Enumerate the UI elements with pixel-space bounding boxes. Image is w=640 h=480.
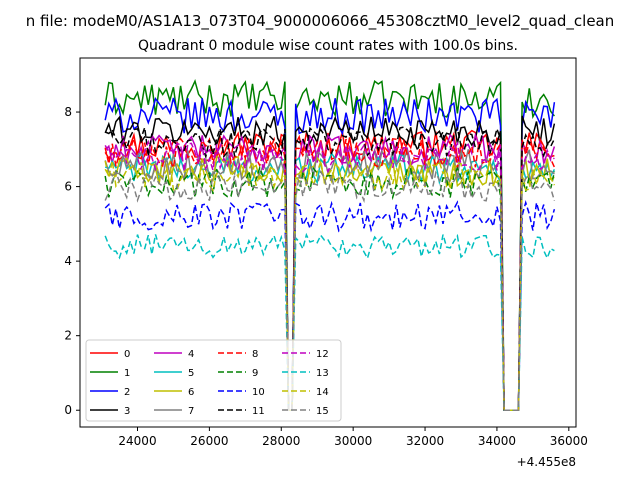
- legend-label-9: 9: [252, 368, 258, 379]
- chart-title: Quadrant 0 module wise count rates with …: [138, 38, 518, 54]
- y-tick-label: 6: [64, 180, 72, 194]
- y-tick-label: 0: [64, 403, 72, 417]
- series-line-15: [104, 169, 556, 411]
- y-tick-label: 2: [64, 329, 72, 343]
- series-line-9: [104, 165, 556, 411]
- x-tick-label: 30000: [334, 434, 372, 448]
- series-line-6: [104, 155, 555, 411]
- x-axis: 24000 26000 28000 30000 32000 34000 36000: [118, 427, 588, 448]
- series-line-13: [104, 232, 555, 411]
- x-tick-label: 34000: [478, 434, 516, 448]
- legend-label-13: 13: [316, 368, 329, 379]
- plot-frame: [79, 57, 577, 428]
- x-tick-label: 32000: [406, 434, 444, 448]
- series-layer: [104, 79, 556, 411]
- x-tick-label: 24000: [118, 434, 156, 448]
- y-tick-label: 4: [64, 254, 72, 268]
- series-line-7: [104, 148, 555, 411]
- series-line-11: [104, 125, 556, 411]
- legend-label-4: 4: [188, 349, 194, 360]
- series-line-14: [104, 159, 556, 411]
- legend-label-8: 8: [252, 349, 258, 360]
- legend-label-2: 2: [124, 387, 130, 398]
- legend-label-5: 5: [188, 368, 194, 379]
- x-offset-label: +4.455e8: [517, 455, 576, 469]
- plot-area: 24000 26000 28000 30000 32000 34000 36000 0 2 4 6…: [64, 57, 588, 469]
- legend-label-7: 7: [188, 406, 194, 417]
- series-line-12: [104, 139, 555, 411]
- x-tick-label: 28000: [262, 434, 300, 448]
- legend-label-0: 0: [124, 349, 130, 360]
- y-tick-label: 8: [64, 105, 72, 119]
- legend-label-1: 1: [124, 368, 130, 379]
- x-tick-label: 36000: [550, 434, 588, 448]
- legend-label-12: 12: [316, 349, 329, 360]
- x-tick-label: 26000: [190, 434, 228, 448]
- legend-label-10: 10: [252, 387, 265, 398]
- legend-label-15: 15: [316, 406, 329, 417]
- legend-label-3: 3: [124, 406, 130, 417]
- figure-suptitle: n file: modeM0/AS1A13_073T04_9000006066_…: [26, 12, 615, 31]
- series-line-10: [104, 199, 556, 411]
- series-line-1: [104, 79, 555, 411]
- legend-label-6: 6: [188, 387, 194, 398]
- legend-label-11: 11: [252, 406, 265, 417]
- series-line-3: [104, 115, 556, 411]
- legend-frame: [85, 339, 342, 422]
- series-line-2: [104, 96, 556, 411]
- y-axis: 0 2 4 6 8: [64, 105, 80, 417]
- legend-label-14: 14: [316, 387, 329, 398]
